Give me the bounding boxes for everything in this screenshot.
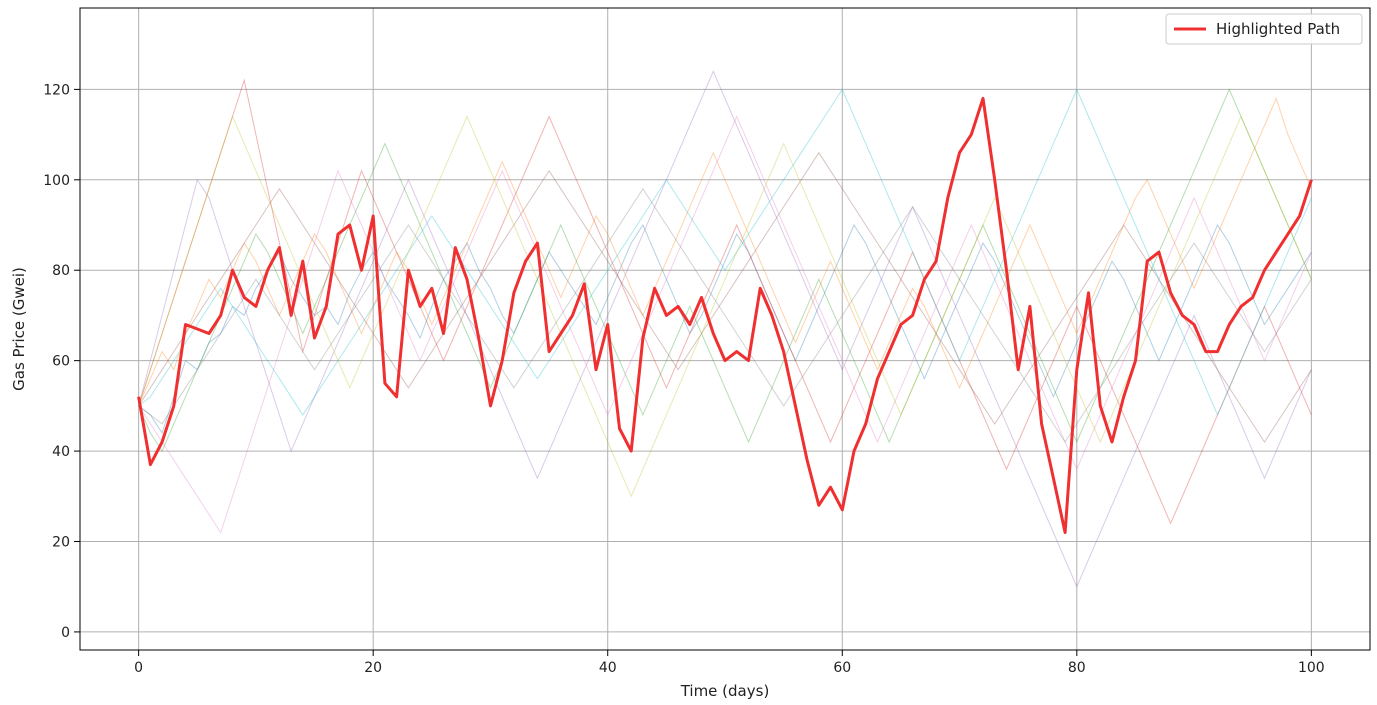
y-axis-title: Gas Price (Gwei) — [10, 267, 28, 391]
background-path-line — [138, 187, 1312, 443]
plot-frame — [79, 7, 1371, 651]
background-path-line — [138, 223, 1312, 435]
x-tick-label: 80 — [1068, 660, 1086, 676]
grid-lines — [80, 8, 1370, 650]
x-tick-label: 20 — [364, 660, 382, 676]
y-tick-label: 60 — [52, 354, 70, 370]
y-tick-label: 80 — [52, 263, 70, 279]
y-tick-label: 120 — [43, 82, 70, 98]
background-path-line — [138, 96, 1312, 407]
x-tick-label: 40 — [599, 660, 617, 676]
legend-label: Highlighted Path — [1216, 20, 1340, 38]
y-tick-label: 40 — [52, 444, 70, 460]
highlighted-path-line — [137, 96, 1313, 534]
x-axis-title: Time (days) — [680, 682, 770, 700]
y-axis-ticks: 0 20 40 60 80 100 120 — [43, 82, 80, 641]
x-tick-label: 60 — [833, 660, 851, 676]
background-path-line — [138, 70, 1312, 588]
x-tick-label: 0 — [134, 660, 143, 676]
y-tick-label: 0 — [61, 625, 70, 641]
x-tick-label: 100 — [1298, 660, 1325, 676]
background-path-line — [138, 115, 1312, 498]
background-path-line — [138, 151, 1312, 443]
y-tick-label: 20 — [52, 534, 70, 550]
background-paths — [138, 70, 1312, 588]
legend: Highlighted Path — [1165, 13, 1363, 45]
background-path-line — [138, 88, 1312, 417]
highlighted-path-layer — [137, 96, 1313, 534]
x-axis-ticks: 0 20 40 60 80 100 — [134, 650, 1325, 676]
legend-box — [1165, 13, 1363, 45]
background-path-line — [138, 115, 1312, 534]
y-tick-label: 100 — [43, 173, 70, 189]
